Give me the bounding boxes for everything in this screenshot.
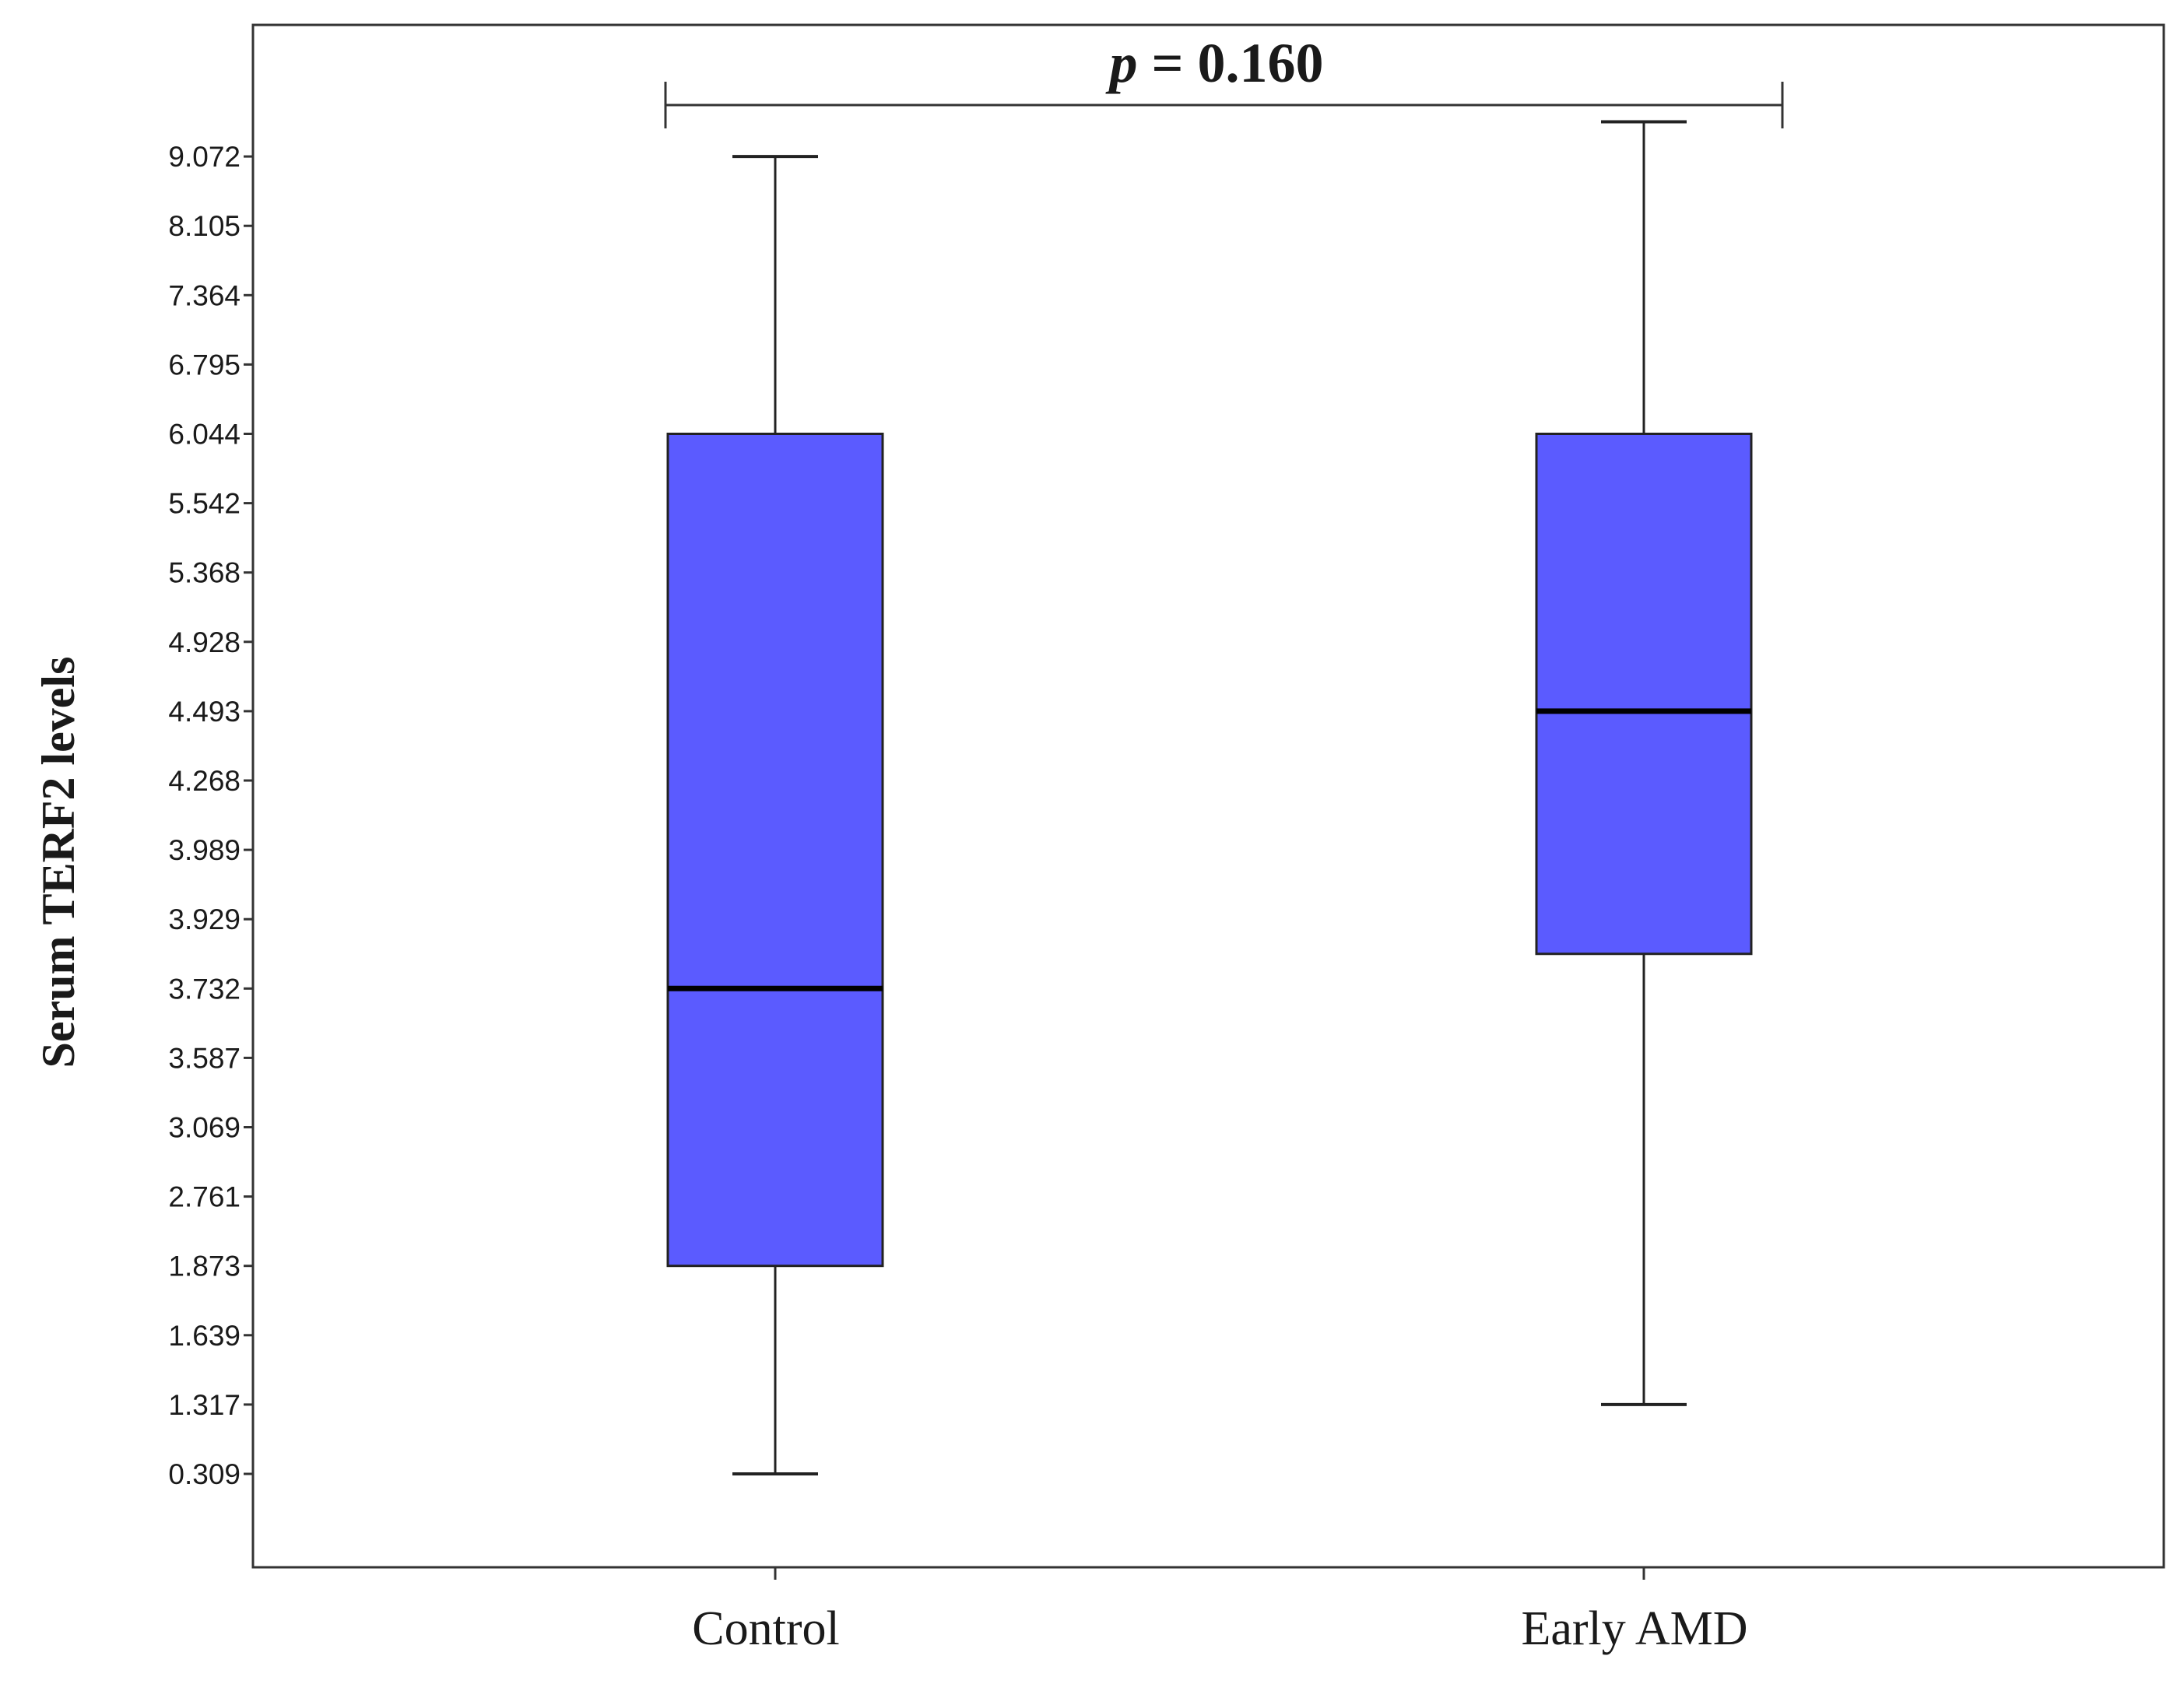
- y-tick-label: 1.639: [168, 1320, 241, 1352]
- x-tick-label: Early AMD: [1521, 1602, 1747, 1655]
- y-tick-label: 3.732: [168, 973, 241, 1005]
- y-tick-label: 3.929: [168, 903, 241, 935]
- box-iqr: [1535, 433, 1753, 956]
- p-value-label: p = 0.160: [1104, 32, 1323, 94]
- y-tick-label: 1.873: [168, 1251, 241, 1282]
- y-tick-label: 0.309: [168, 1458, 241, 1490]
- box-series: [666, 120, 1753, 1475]
- y-axis-title: Serum TERF2 levels: [33, 657, 84, 1068]
- y-axis: 0.309 1.317 1.639 1.873 2.761 3.069 3.587 3.732…: [168, 141, 253, 1490]
- y-tick-label: 9.072: [168, 141, 241, 173]
- y-tick-label: 2.761: [168, 1181, 241, 1213]
- p-value-value: = 0.160: [1137, 32, 1323, 94]
- x-tick-label: Control: [692, 1602, 839, 1655]
- y-tick-label: 4.268: [168, 765, 241, 797]
- plot-frame: [251, 23, 2165, 1569]
- y-tick-label: 7.364: [168, 279, 241, 311]
- y-tick-label: 6.044: [168, 419, 241, 451]
- y-tick-label: 6.795: [168, 349, 241, 381]
- box-iqr: [666, 433, 884, 1268]
- y-tick-label: 8.105: [168, 210, 241, 242]
- p-value-symbol: p: [1104, 32, 1137, 94]
- y-tick-label: 1.317: [168, 1389, 241, 1421]
- y-tick-label: 3.989: [168, 834, 241, 866]
- y-tick-label: 5.368: [168, 557, 241, 589]
- y-tick-label: 4.493: [168, 696, 241, 728]
- y-tick-label: 3.587: [168, 1042, 241, 1074]
- y-tick-label: 3.069: [168, 1112, 241, 1144]
- y-tick-label: 4.928: [168, 626, 241, 658]
- y-tick-label: 5.542: [168, 488, 241, 520]
- significance-annotation: p = 0.160: [664, 32, 1784, 128]
- x-axis: Control Early AMD: [692, 1567, 1748, 1655]
